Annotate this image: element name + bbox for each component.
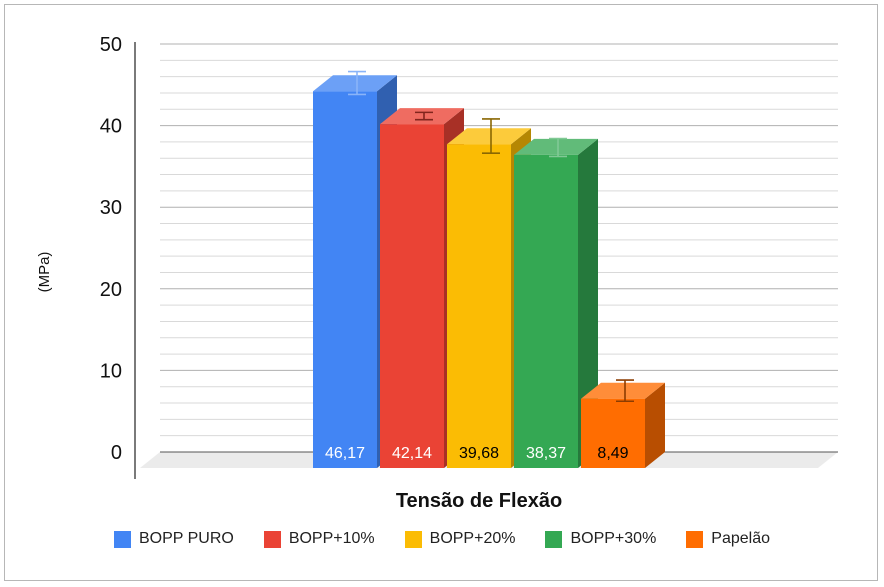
bar	[581, 382, 665, 468]
legend-item: BOPP+20%	[404, 530, 516, 548]
y-tick-label: 30	[100, 197, 122, 219]
bars	[313, 75, 665, 469]
legend-item: BOPP PURO	[113, 530, 234, 548]
bar-top	[313, 75, 397, 92]
error-bar	[348, 70, 366, 96]
error-bar	[482, 118, 500, 154]
y-axis-label: (MPa)	[36, 252, 53, 293]
legend-label: BOPP+10%	[288, 530, 375, 547]
data-labels: 46,17 42,14 39,68 38,37 8,49	[325, 445, 629, 462]
bar-top	[380, 108, 464, 125]
bar-side	[578, 138, 598, 468]
bar-top	[581, 382, 665, 399]
legend-swatch	[404, 530, 422, 548]
y-axis-ticks: 0 10 20 30 40 50	[100, 34, 122, 464]
bar-front	[581, 398, 645, 468]
bar-side	[645, 382, 665, 468]
legend-item: Papelão	[686, 530, 770, 548]
data-label: 46,17	[325, 445, 365, 462]
data-label: 39,68	[459, 445, 499, 462]
y-tick-label: 10	[100, 360, 122, 382]
bar-front	[514, 154, 578, 468]
bar-top	[514, 138, 598, 155]
legend: BOPP PURO BOPP+10% BOPP+20% BOPP+30% Papelão	[0, 530, 884, 548]
legend-label: BOPP PURO	[138, 530, 234, 547]
y-tick-label: 0	[111, 442, 122, 464]
x-axis-title: Tensão de Flexão	[396, 490, 562, 512]
legend-item: BOPP+10%	[263, 530, 375, 548]
data-label: 42,14	[392, 445, 432, 462]
error-bar	[415, 111, 433, 121]
y-tick-label: 50	[100, 34, 122, 56]
legend-swatch	[545, 530, 563, 548]
y-tick-label: 40	[100, 116, 122, 138]
bar-front	[380, 124, 444, 468]
bar	[514, 138, 598, 468]
legend-label: Papelão	[711, 530, 771, 547]
y-tick-label: 20	[100, 279, 122, 301]
legend-swatch	[113, 530, 131, 548]
legend-label: BOPP+20%	[429, 530, 516, 547]
legend-label: BOPP+30%	[570, 530, 657, 547]
error-bar	[549, 137, 567, 158]
bar-front	[447, 144, 511, 469]
error-bars	[348, 70, 634, 403]
bar-top	[447, 128, 531, 145]
data-label: 8,49	[597, 445, 628, 462]
error-bar	[616, 379, 634, 403]
bar-front	[313, 91, 377, 468]
data-label: 38,37	[526, 445, 566, 462]
legend-swatch	[263, 530, 281, 548]
legend-swatch	[686, 530, 704, 548]
legend-item: BOPP+30%	[545, 530, 656, 548]
